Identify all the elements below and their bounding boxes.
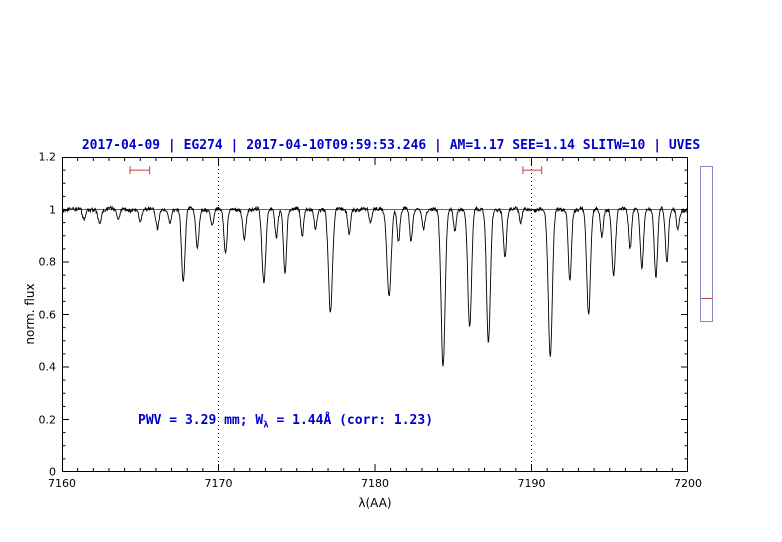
pwv-annotation-subscript: λ <box>263 420 269 431</box>
x-tick-label: 7160 <box>48 477 76 490</box>
y-tick-label: 0 <box>49 465 56 479</box>
x-axis-label: λ(AA) <box>358 496 392 510</box>
pwv-annotation: PWV = 3.29 mm; Wλ = 1.44Å (corr: 1.23) <box>138 413 433 431</box>
x-tick-label: 7180 <box>361 477 389 490</box>
x-tick-label: 7190 <box>517 477 546 490</box>
y-tick-label: 0.6 <box>38 308 57 321</box>
y-tick-label: 0.8 <box>38 255 57 269</box>
y-tick-label: 1.2 <box>38 150 57 164</box>
y-tick-label: 0.4 <box>38 360 57 374</box>
y-tick-label: 1 <box>49 203 56 216</box>
plot-title: 2017-04-09 | EG274 | 2017-04-10T09:59:53… <box>81 138 701 153</box>
y-axis-label: norm. flux <box>23 283 37 345</box>
spectrum-plot <box>62 157 688 472</box>
flux-gauge-marker <box>701 297 712 299</box>
flux-gauge <box>700 166 713 322</box>
x-tick-label: 7200 <box>674 477 702 490</box>
pwv-annotation-prefix: PWV = 3.29 mm; W <box>138 413 264 428</box>
y-tick-label: 0.2 <box>38 413 57 426</box>
pwv-annotation-suffix: = 1.44Å (corr: 1.23) <box>268 413 434 428</box>
x-tick-label: 7170 <box>204 477 233 490</box>
